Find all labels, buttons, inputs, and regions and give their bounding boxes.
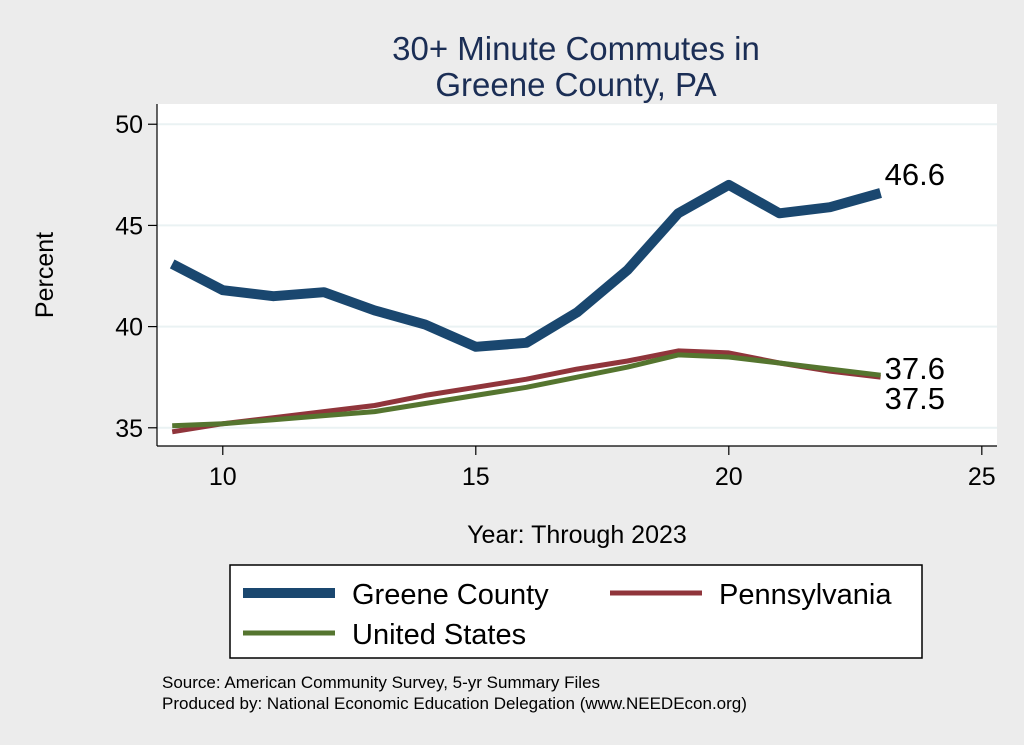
y-axis-title: Percent [31, 232, 59, 318]
chart-title-line-2: Greene County, PA [435, 66, 716, 103]
y-tick-label: 35 [115, 415, 143, 443]
x-axis-ticks: 10 15 20 25 [209, 446, 996, 491]
series-line-united-states [172, 352, 881, 429]
y-tick-label: 40 [115, 314, 143, 342]
end-label-united-states: 37.6 [885, 351, 945, 386]
x-axis-title: Year: Through 2023 [467, 521, 687, 549]
plot-area [157, 104, 997, 446]
y-tick-label: 50 [115, 111, 143, 139]
end-label-pennsylvania: 37.5 [885, 381, 945, 416]
y-axis-ticks: 35 40 45 50 [115, 111, 157, 443]
produced-by-note: Produced by: National Economic Education… [162, 694, 747, 713]
legend: Greene County Pennsylvania United States [229, 564, 923, 659]
legend-label-greene-county: Greene County [352, 579, 549, 611]
x-tick-label: 25 [968, 463, 996, 491]
legend-box [229, 564, 923, 659]
legend-label-pennsylvania: Pennsylvania [719, 579, 892, 611]
series-lines [169, 179, 882, 435]
legend-label-united-states: United States [352, 619, 526, 651]
x-tick-label: 15 [462, 463, 490, 491]
y-tick-label: 45 [115, 212, 143, 240]
x-tick-label: 10 [209, 463, 237, 491]
end-labels: 46.6 37.537.6 [885, 157, 945, 416]
series-line-greene-county [169, 179, 882, 352]
chart-title-line-1: 30+ Minute Commutes in [392, 30, 760, 67]
gridlines [157, 123, 997, 429]
axes [156, 104, 997, 447]
source-note: Source: American Community Survey, 5-yr … [162, 673, 600, 692]
x-tick-label: 20 [715, 463, 743, 491]
end-label-greene-county: 46.6 [885, 157, 945, 192]
